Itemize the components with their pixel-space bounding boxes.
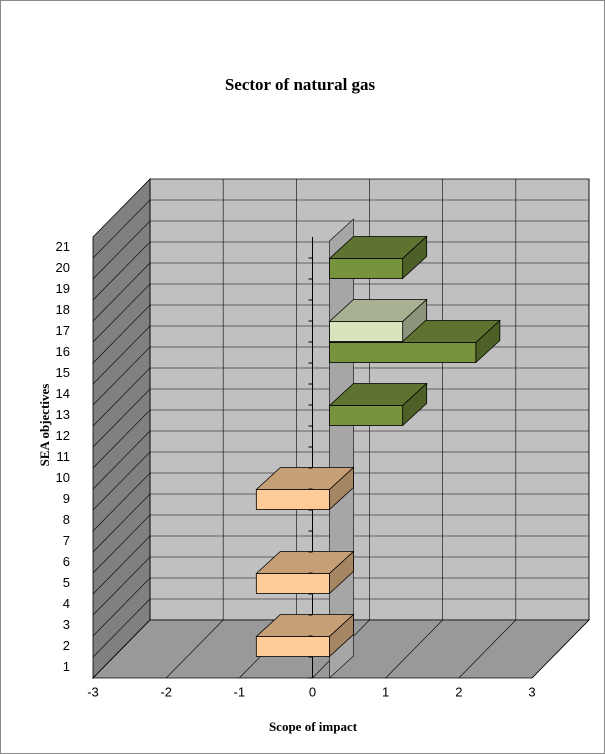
y-tick-label: 18 (56, 302, 70, 317)
floor-grid-line (165, 619, 224, 679)
chart-title: Sector of natural gas (225, 75, 376, 94)
y-tick-label: 7 (63, 533, 70, 548)
bar (255, 573, 330, 594)
y-axis-title: SEA objectives (37, 384, 52, 467)
y-tick-label: 21 (56, 239, 70, 254)
zero-plane (329, 218, 354, 679)
x-tick-label: -3 (87, 684, 99, 699)
bar (329, 405, 404, 426)
x-tick-label: 0 (309, 684, 316, 699)
floor-grid-line (92, 619, 151, 679)
y-tick-label: 13 (56, 407, 70, 422)
x-tick-label: -2 (160, 684, 172, 699)
y-tick-label: 16 (56, 344, 70, 359)
bar (329, 258, 404, 279)
y-tick-label: 14 (56, 386, 70, 401)
y-tick-label: 19 (56, 281, 70, 296)
bar (255, 489, 330, 510)
bar (255, 636, 330, 657)
y-tick-label: 2 (63, 638, 70, 653)
x-tick-label: 3 (528, 684, 535, 699)
side-wall (92, 178, 151, 679)
y-tick-label: 8 (63, 512, 70, 527)
y-tick-label: 6 (63, 554, 70, 569)
x-tick-label: 1 (382, 684, 389, 699)
y-tick-label: 17 (56, 323, 70, 338)
y-tick-label: 10 (56, 470, 70, 485)
x-tick-label: 2 (455, 684, 462, 699)
y-tick-label: 3 (63, 617, 70, 632)
y-tick-label: 9 (63, 491, 70, 506)
floor-grid-line (458, 619, 517, 679)
y-tick-label: 11 (57, 449, 71, 464)
y-tick-label: 1 (63, 659, 70, 674)
y-tick-label: 20 (56, 260, 70, 275)
floor-grid-line (531, 619, 590, 679)
y-tick-label: 4 (63, 596, 70, 611)
bar (329, 342, 477, 363)
x-axis-title: Scope of impact (269, 719, 358, 734)
bar (329, 321, 404, 342)
y-tick-label: 5 (63, 575, 70, 590)
x-tick-label: -1 (234, 684, 246, 699)
y-tick-label: 15 (56, 365, 70, 380)
y-tick-label: 12 (56, 428, 70, 443)
floor-grid-line (385, 619, 443, 679)
